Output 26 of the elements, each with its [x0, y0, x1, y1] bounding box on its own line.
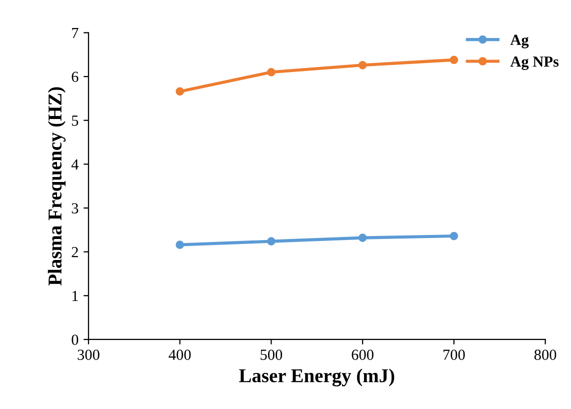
x-tick-label: 700	[443, 350, 465, 360]
point	[450, 56, 458, 64]
x-tick-label: 600	[352, 350, 374, 360]
y-tick-label: 0	[72, 334, 78, 345]
x-axis-title: Laser Energy (mJ)	[239, 368, 394, 386]
point	[267, 68, 276, 76]
y-tick-label: 3	[72, 203, 78, 214]
point	[176, 240, 184, 249]
x-tick-label: 500	[260, 350, 282, 360]
y-axis-title: Plasma Frequency (HZ)	[48, 87, 66, 286]
x-tick-label: 400	[168, 350, 191, 360]
y-tick-label: 7	[72, 28, 78, 38]
legend-label: Ag	[510, 34, 529, 48]
y-tick-label: 5	[72, 116, 78, 126]
x-tick-label: 800	[534, 350, 556, 360]
y-tick-label: 1	[72, 290, 78, 301]
legend-label: Ag NPs	[510, 56, 559, 70]
point	[267, 237, 276, 246]
x-tick-label: 300	[78, 350, 100, 360]
y-tick-label: 2	[72, 247, 78, 258]
point	[358, 234, 367, 242]
y-tick-label: 4	[71, 159, 79, 170]
y-tick-label: 6	[72, 72, 78, 82]
point	[450, 232, 458, 240]
point	[176, 87, 184, 96]
point	[358, 60, 367, 70]
